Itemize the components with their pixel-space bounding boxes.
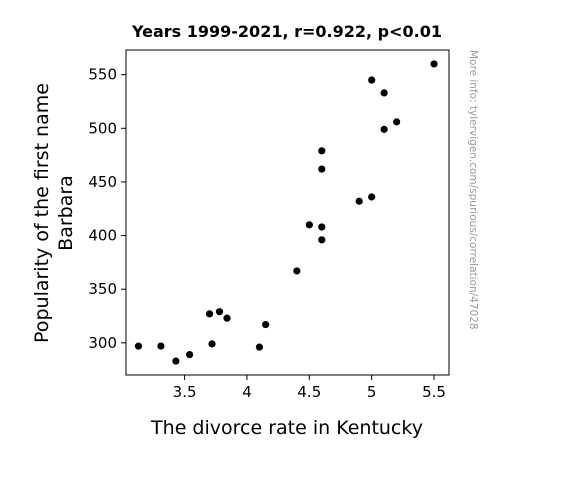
- x-tick-label: 5.5: [422, 383, 446, 401]
- y-tick-label: 300: [88, 334, 117, 352]
- y-tick-label: 350: [88, 280, 117, 298]
- x-tick-label: 5: [367, 383, 377, 401]
- data-point: [223, 314, 231, 322]
- data-point: [430, 60, 438, 68]
- data-point: [318, 223, 326, 231]
- x-axis-label: The divorce rate in Kentucky: [150, 417, 423, 439]
- x-tick-label: 4: [242, 383, 252, 401]
- plot-area: 3.5 4 4.5 5 5.5 300 350 400 450 500 550: [88, 49, 450, 401]
- plot-frame: [125, 49, 450, 376]
- watermark-text: More info: tylervigen.com/spurious/corre…: [467, 50, 479, 330]
- data-point: [134, 342, 143, 350]
- data-point: [262, 320, 270, 329]
- y-axis-label-line-1: Popularity of the first name: [31, 83, 53, 343]
- chart-title: Years 1999-2021, r=0.922, p<0.01: [131, 22, 442, 41]
- data-point: [255, 343, 264, 351]
- y-axis-label: Popularity of the first name Barbara: [31, 83, 77, 343]
- x-tick-label: 3.5: [173, 383, 197, 401]
- data-point: [215, 308, 224, 316]
- y-tick-label: 500: [88, 119, 117, 137]
- data-point: [318, 236, 326, 244]
- y-tick-label: 550: [88, 66, 117, 84]
- data-point: [318, 147, 326, 155]
- data-point: [380, 89, 388, 97]
- data-point: [380, 125, 388, 133]
- data-point: [157, 342, 165, 350]
- data-point: [186, 351, 194, 359]
- data-point: [355, 197, 363, 205]
- data-point: [172, 357, 180, 365]
- data-point: [305, 221, 313, 229]
- x-tick-label: 4.5: [297, 383, 321, 401]
- y-tick-label: 450: [88, 173, 117, 191]
- data-point: [208, 340, 216, 348]
- data-point: [318, 165, 326, 173]
- data-point: [368, 76, 376, 84]
- data-point: [293, 267, 301, 275]
- y-axis-label-line-2: Barbara: [55, 175, 77, 251]
- data-point: [393, 118, 401, 126]
- data-point: [205, 310, 214, 318]
- data-point: [368, 193, 376, 201]
- y-tick-label: 400: [88, 227, 117, 245]
